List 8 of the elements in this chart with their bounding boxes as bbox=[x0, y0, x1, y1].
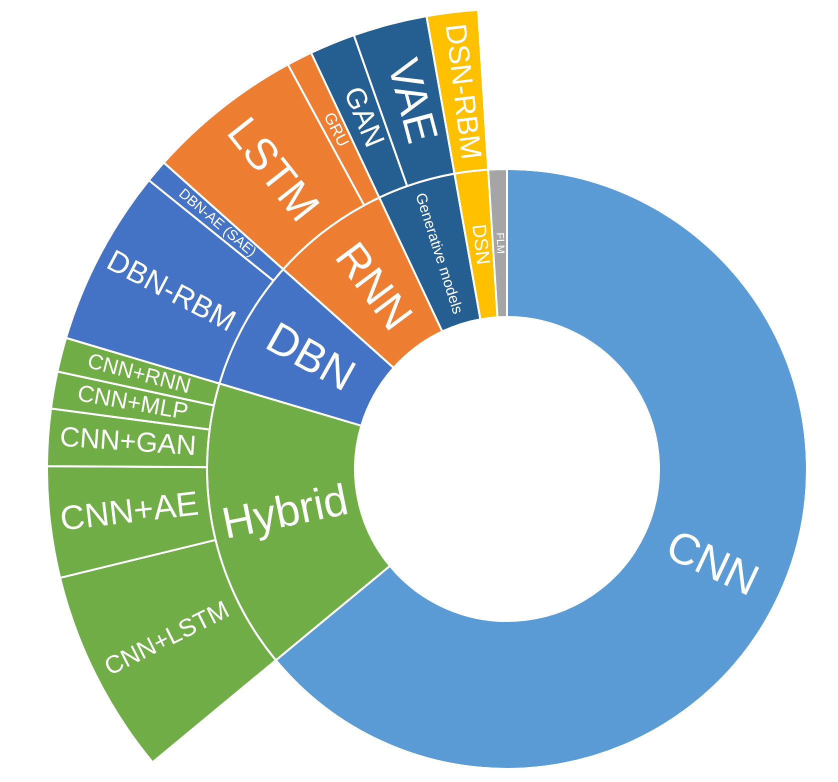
slice-label: CNN+AE bbox=[58, 484, 201, 538]
slice-label: GRU bbox=[320, 110, 352, 150]
slice-label: DSN bbox=[467, 223, 494, 266]
slice-label: CNN bbox=[658, 520, 766, 606]
slice-label: Hybrid bbox=[218, 475, 352, 549]
slice-label: FLM bbox=[494, 232, 506, 254]
slice-label: DSN-RBM bbox=[438, 22, 487, 162]
slice-label: CNN+GAN bbox=[58, 420, 198, 462]
